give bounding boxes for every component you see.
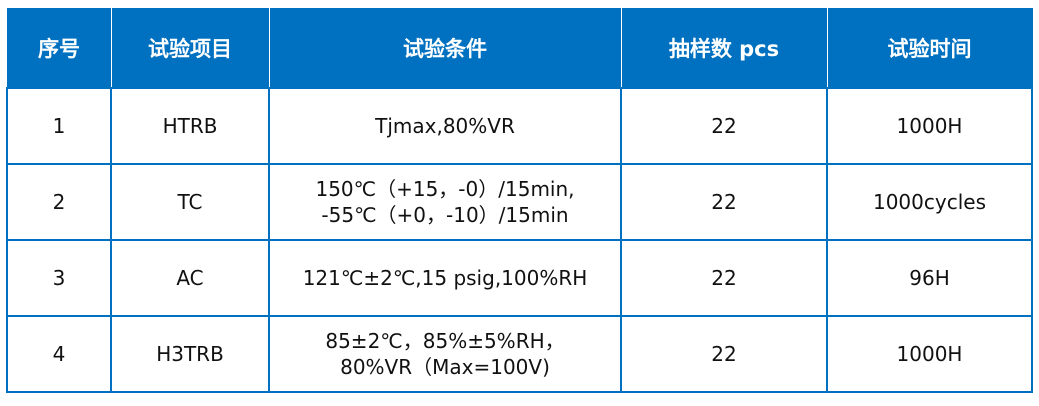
cell-test-condition: 85±2℃，85%±5%RH，80%VR（Max=100V) — [268, 315, 622, 393]
cell-index: 4 — [6, 315, 112, 393]
cell-test-item: HTRB — [110, 87, 270, 165]
header-index: 序号 — [6, 8, 112, 88]
cell-test-time: 1000cycles — [826, 163, 1033, 241]
cell-test-condition: Tjmax,80%VR — [268, 87, 622, 165]
header-test-item: 试验项目 — [110, 8, 270, 88]
table-row: 2 TC 150℃（+15，-0）/15min, -55℃（+0，-10）/15… — [6, 163, 1033, 241]
cell-test-item: TC — [110, 163, 270, 241]
cell-sample-count: 22 — [620, 315, 828, 393]
header-row: 序号 试验项目 试验条件 抽样数 pcs 试验时间 — [6, 8, 1033, 88]
cell-sample-count: 22 — [620, 87, 828, 165]
cell-sample-count: 22 — [620, 239, 828, 317]
table-row: 4 H3TRB 85±2℃，85%±5%RH，80%VR（Max=100V) 2… — [6, 315, 1033, 393]
test-table: 序号 试验项目 试验条件 抽样数 pcs 试验时间 1 HTRB Tjmax,8… — [6, 8, 1033, 393]
cell-test-item: H3TRB — [110, 315, 270, 393]
cell-index: 3 — [6, 239, 112, 317]
cell-index: 1 — [6, 87, 112, 165]
header-test-time: 试验时间 — [826, 8, 1033, 88]
table-row: 1 HTRB Tjmax,80%VR 22 1000H — [6, 87, 1033, 165]
table-row: 3 AC 121℃±2℃,15 psig,100%RH 22 96H — [6, 239, 1033, 317]
cell-test-time: 96H — [826, 239, 1033, 317]
header-test-condition: 试验条件 — [268, 8, 622, 88]
cell-sample-count: 22 — [620, 163, 828, 241]
cell-test-time: 1000H — [826, 315, 1033, 393]
cell-test-time: 1000H — [826, 87, 1033, 165]
cell-test-condition: 121℃±2℃,15 psig,100%RH — [268, 239, 622, 317]
cell-test-item: AC — [110, 239, 270, 317]
cell-test-condition: 150℃（+15，-0）/15min, -55℃（+0，-10）/15min — [268, 163, 622, 241]
header-sample-count: 抽样数 pcs — [620, 8, 828, 88]
cell-index: 2 — [6, 163, 112, 241]
